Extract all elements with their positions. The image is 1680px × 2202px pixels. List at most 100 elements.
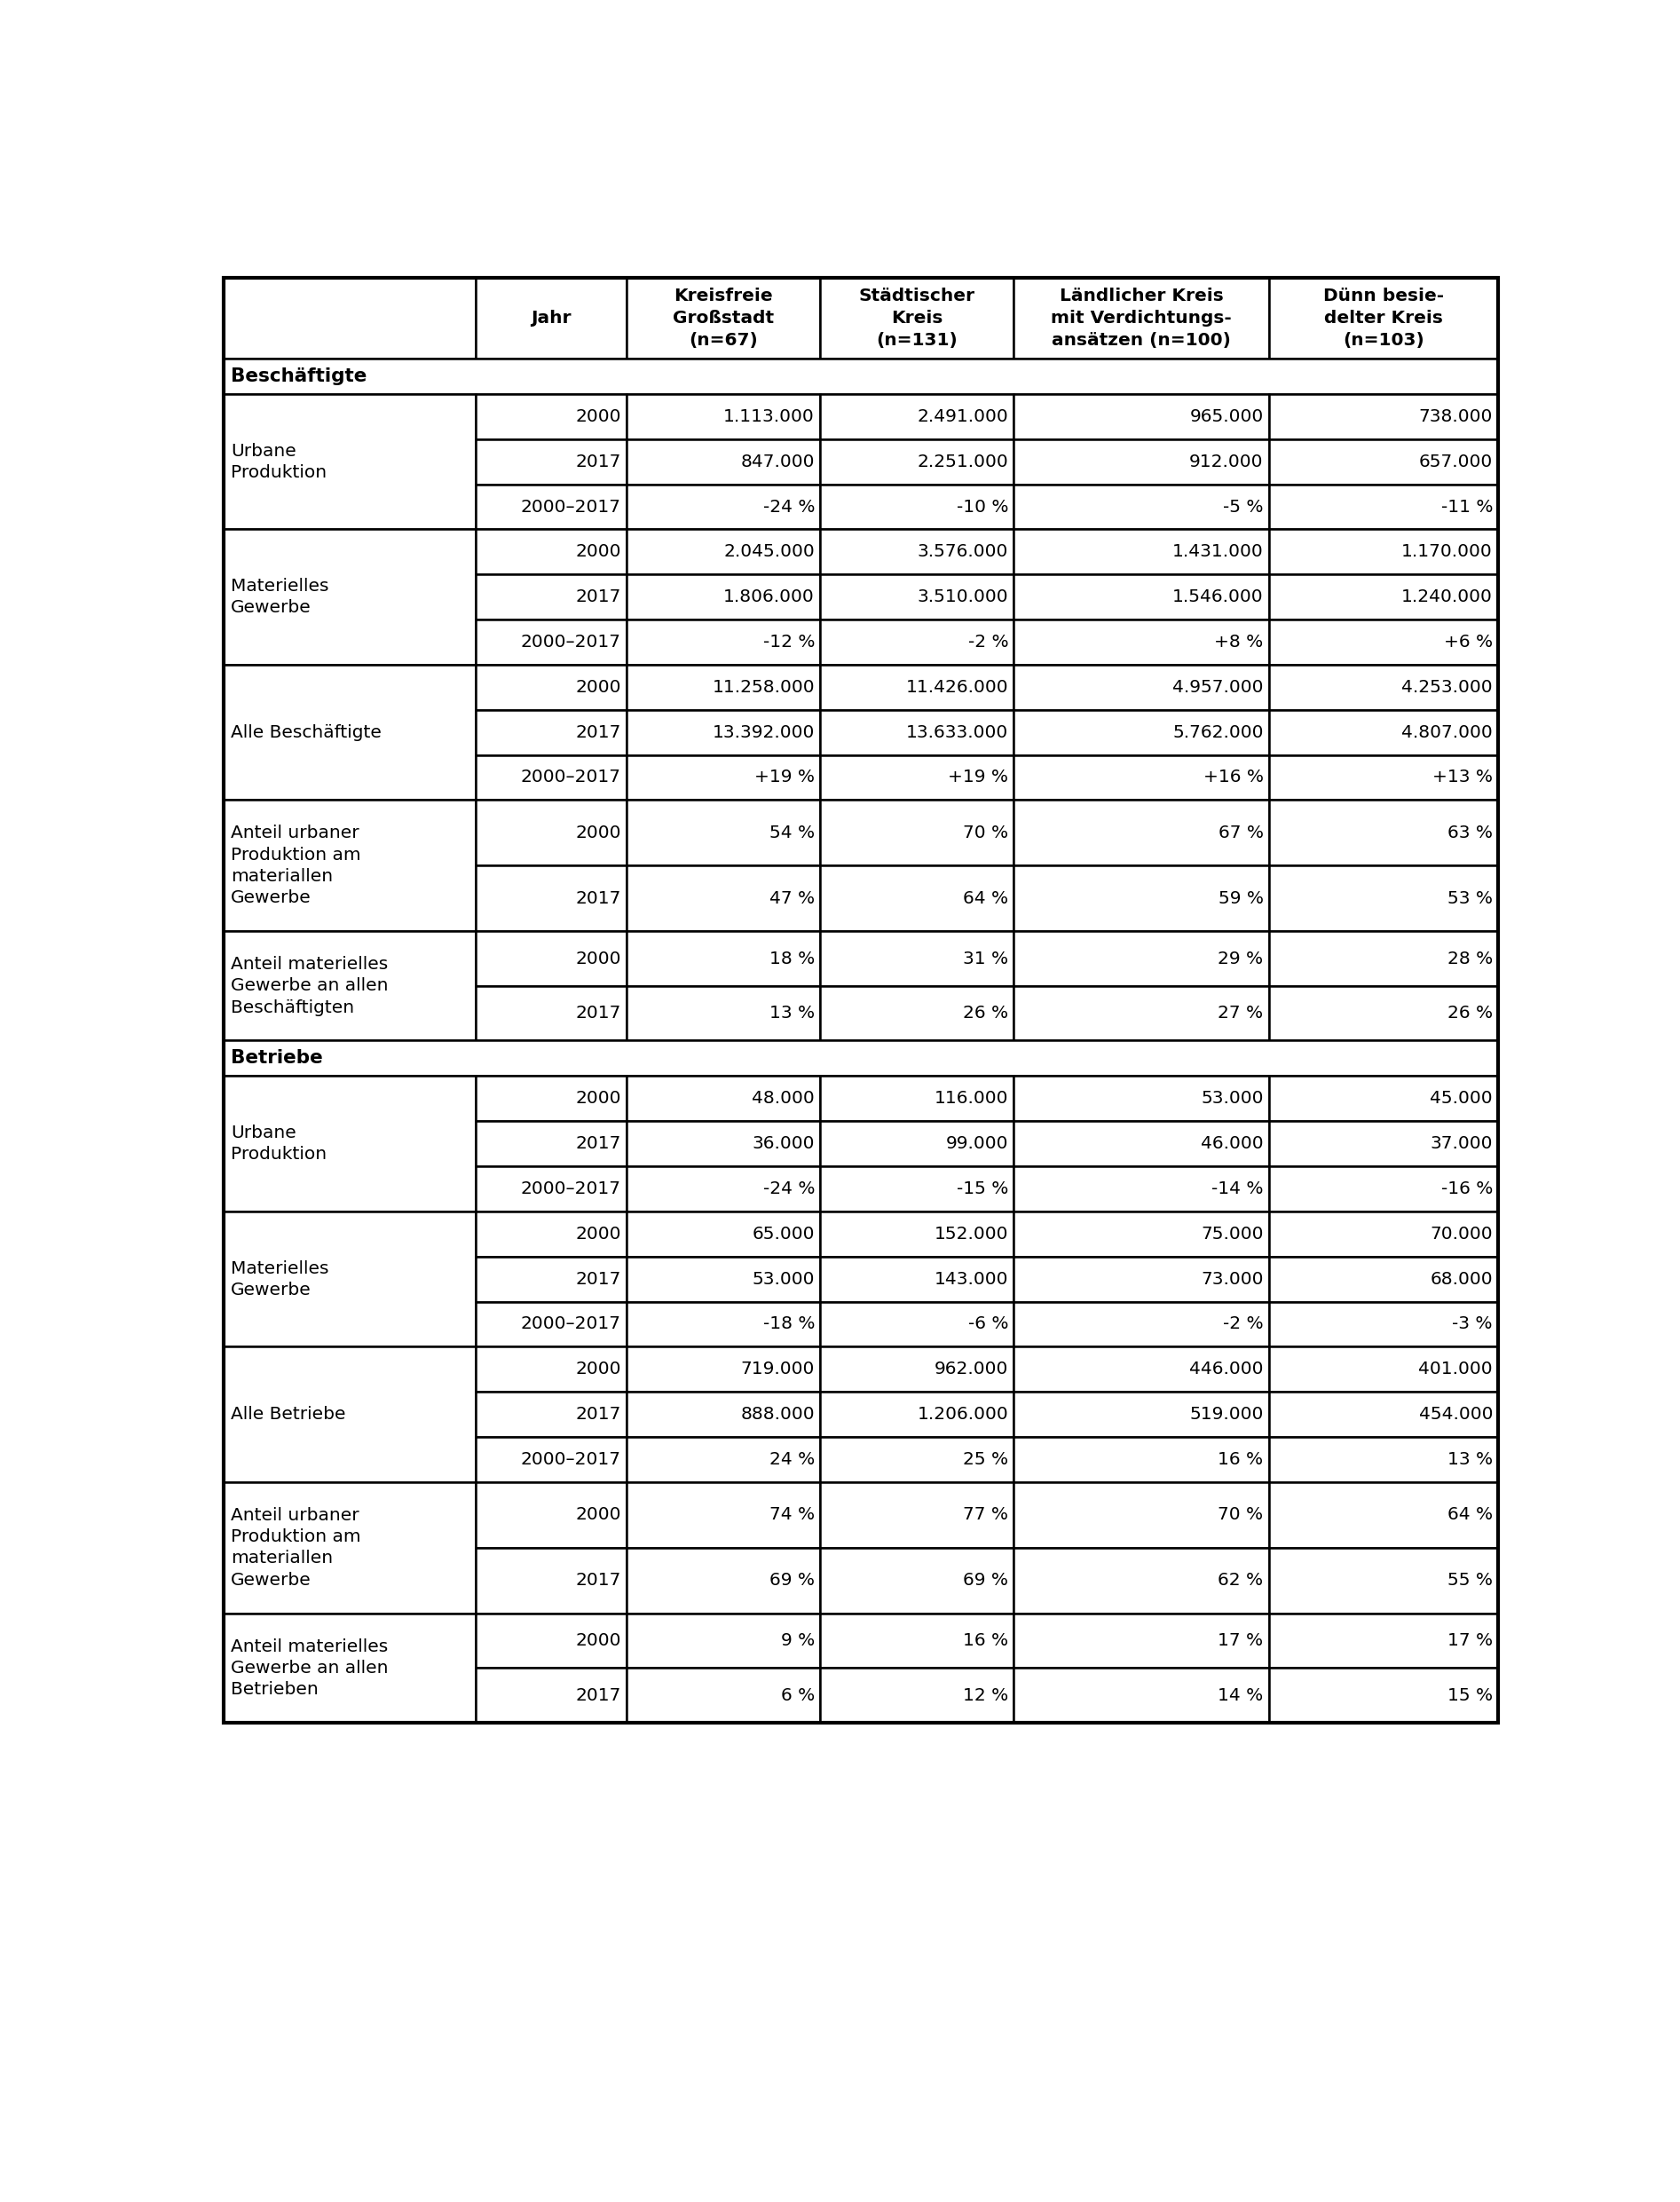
Text: 13 %: 13 % (1448, 1451, 1494, 1469)
Text: 27 %: 27 % (1218, 1004, 1263, 1022)
Text: 3.576.000: 3.576.000 (917, 544, 1008, 559)
Bar (1015, 1548, 1268, 1614)
Bar (820, 528, 1015, 575)
Bar (475, 755, 627, 799)
Bar (475, 438, 627, 484)
Bar (1015, 986, 1268, 1042)
Text: 55 %: 55 % (1448, 1572, 1494, 1590)
Text: 13 %: 13 % (769, 1004, 815, 1022)
Text: -3 %: -3 % (1453, 1317, 1494, 1332)
Text: 70.000: 70.000 (1430, 1227, 1494, 1242)
Bar (1268, 528, 1499, 575)
Bar (627, 528, 820, 575)
Text: 37.000: 37.000 (1430, 1136, 1494, 1152)
Bar (820, 931, 1015, 986)
Text: Alle Betriebe: Alle Betriebe (230, 1407, 346, 1422)
Text: 47 %: 47 % (769, 890, 815, 907)
Bar (1015, 865, 1268, 931)
Bar (1268, 709, 1499, 755)
Text: 11.258.000: 11.258.000 (712, 678, 815, 696)
Bar (627, 755, 820, 799)
Bar (475, 1077, 627, 1121)
Bar (223, 1614, 475, 1722)
Bar (223, 1042, 1499, 1077)
Bar (1015, 931, 1268, 986)
Text: 719.000: 719.000 (741, 1361, 815, 1378)
Bar (820, 865, 1015, 931)
Bar (1268, 986, 1499, 1042)
Text: Alle Beschäftigte: Alle Beschäftigte (230, 724, 381, 740)
Bar (1268, 1077, 1499, 1121)
Bar (627, 1121, 820, 1167)
Bar (223, 1482, 475, 1614)
Bar (475, 865, 627, 931)
Text: 99.000: 99.000 (946, 1136, 1008, 1152)
Bar (820, 1211, 1015, 1257)
Text: 965.000: 965.000 (1189, 407, 1263, 425)
Text: 26 %: 26 % (963, 1004, 1008, 1022)
Text: -2 %: -2 % (968, 634, 1008, 650)
Text: 2017: 2017 (575, 454, 622, 471)
Bar (820, 1301, 1015, 1348)
Text: 28 %: 28 % (1446, 949, 1494, 967)
Text: -10 %: -10 % (956, 498, 1008, 515)
Bar (475, 1614, 627, 1667)
Bar (1268, 619, 1499, 665)
Text: 401.000: 401.000 (1418, 1361, 1494, 1378)
Text: 69 %: 69 % (963, 1572, 1008, 1590)
Bar (1268, 438, 1499, 484)
Bar (627, 1077, 820, 1121)
Text: +19 %: +19 % (754, 768, 815, 786)
Text: +16 %: +16 % (1203, 768, 1263, 786)
Bar (223, 528, 475, 665)
Bar (627, 1301, 820, 1348)
Bar (1015, 1077, 1268, 1121)
Text: 64 %: 64 % (1448, 1506, 1494, 1524)
Bar (1268, 799, 1499, 865)
Text: 2000: 2000 (575, 1361, 622, 1378)
Text: 15 %: 15 % (1448, 1687, 1494, 1704)
Bar (223, 394, 475, 528)
Bar (627, 1167, 820, 1211)
Text: 2017: 2017 (575, 1136, 622, 1152)
Bar (223, 931, 475, 1042)
Text: -12 %: -12 % (763, 634, 815, 650)
Bar (1268, 394, 1499, 438)
Text: 53 %: 53 % (1448, 890, 1494, 907)
Text: 65.000: 65.000 (753, 1227, 815, 1242)
Bar (1015, 1167, 1268, 1211)
Text: 13.392.000: 13.392.000 (712, 724, 815, 740)
Bar (223, 1348, 475, 1482)
Text: 11.426.000: 11.426.000 (906, 678, 1008, 696)
Text: 25 %: 25 % (963, 1451, 1008, 1469)
Bar (1015, 484, 1268, 528)
Bar (820, 1548, 1015, 1614)
Bar (820, 1438, 1015, 1482)
Text: 962.000: 962.000 (934, 1361, 1008, 1378)
Bar (475, 1167, 627, 1211)
Bar (627, 799, 820, 865)
Text: 2017: 2017 (575, 724, 622, 740)
Bar (223, 277, 475, 359)
Bar (627, 986, 820, 1042)
Text: 2017: 2017 (575, 890, 622, 907)
Bar (1268, 1438, 1499, 1482)
Bar (820, 1392, 1015, 1438)
Text: 2017: 2017 (575, 1572, 622, 1590)
Bar (1268, 1211, 1499, 1257)
Bar (1015, 1211, 1268, 1257)
Bar (1268, 484, 1499, 528)
Text: 1.546.000: 1.546.000 (1173, 588, 1263, 606)
Text: 2017: 2017 (575, 1271, 622, 1288)
Text: 2000–2017: 2000–2017 (521, 768, 622, 786)
Text: 69 %: 69 % (769, 1572, 815, 1590)
Text: +6 %: +6 % (1443, 634, 1494, 650)
Text: 46.000: 46.000 (1201, 1136, 1263, 1152)
Bar (627, 1211, 820, 1257)
Text: 59 %: 59 % (1218, 890, 1263, 907)
Bar (627, 1548, 820, 1614)
Bar (1015, 528, 1268, 575)
Text: 2017: 2017 (575, 588, 622, 606)
Bar (1015, 665, 1268, 709)
Text: 63 %: 63 % (1448, 824, 1494, 841)
